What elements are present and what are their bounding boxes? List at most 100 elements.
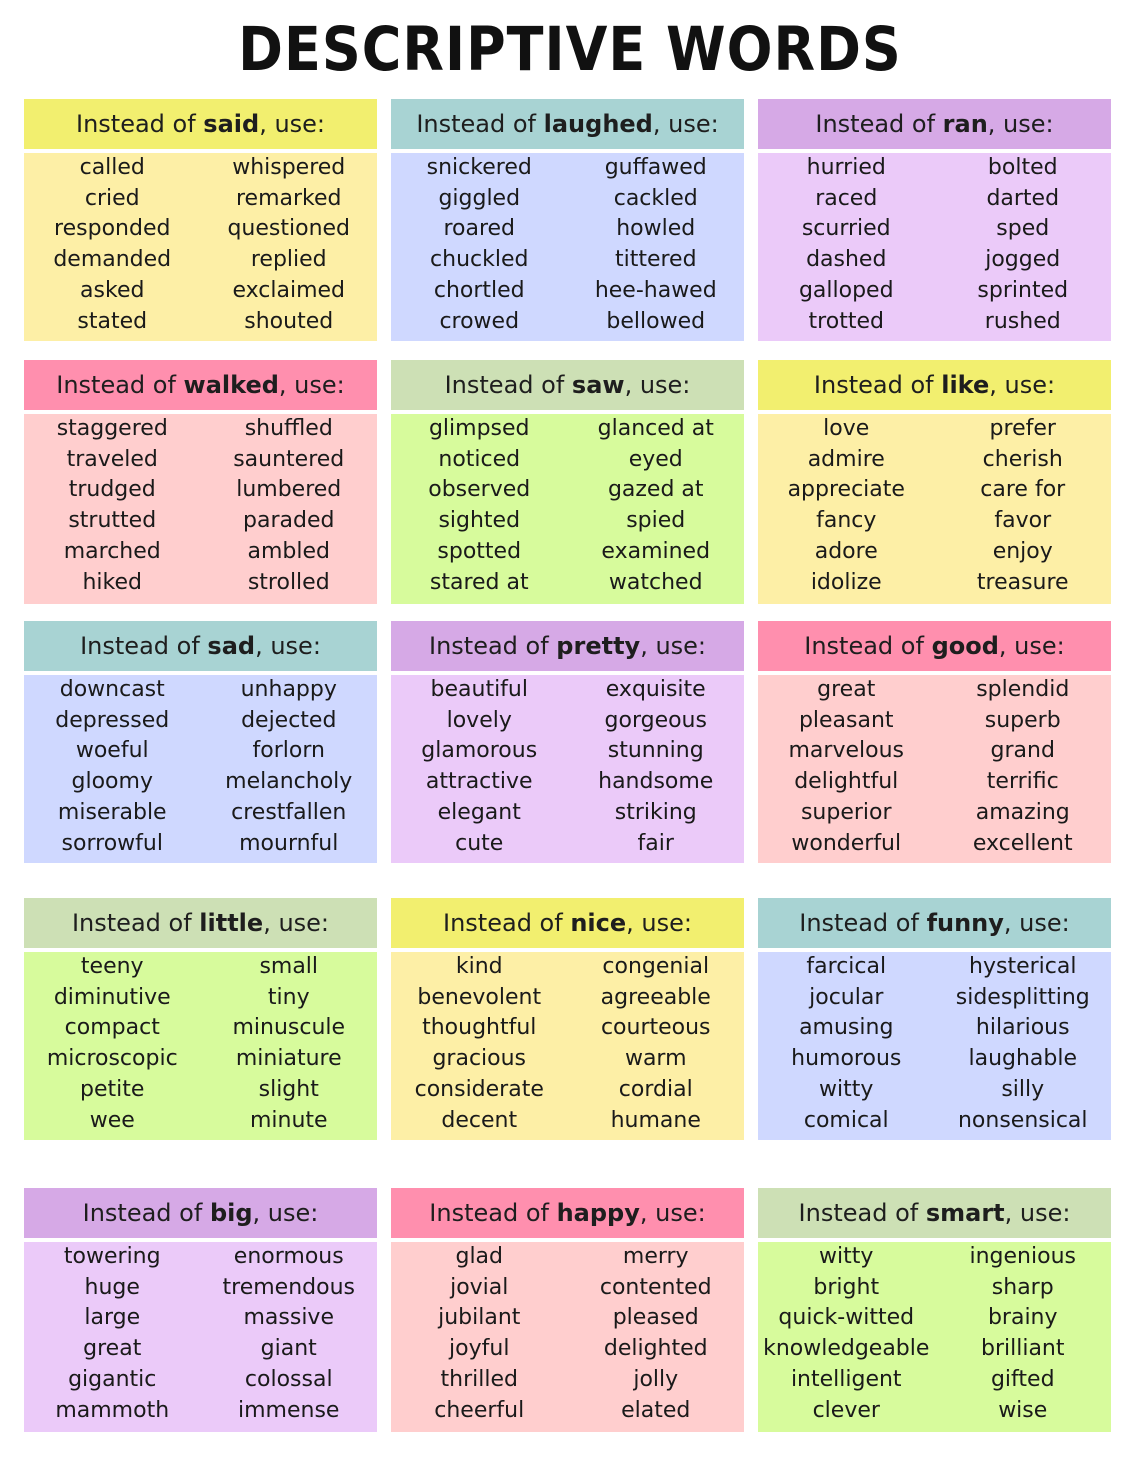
card-word-list: called cried responded demanded asked stated w… [24, 153, 377, 341]
word-item: thoughtful [422, 1015, 537, 1041]
word-item: gazed at [607, 477, 704, 503]
word-item: replied [250, 247, 327, 273]
word-item: farcical [806, 954, 887, 979]
word-item: care for [980, 477, 1066, 503]
word-item: dashed [806, 247, 887, 273]
right-word-column: merry contented pleased delighted jolly elate… [568, 1242, 745, 1432]
header-prefix: Instead of [799, 909, 927, 937]
word-item: minuscule [232, 1015, 346, 1041]
card-header: Instead of funny, use: [758, 898, 1111, 948]
word-item: hee-hawed [594, 277, 717, 303]
word-item: great [83, 1336, 142, 1362]
left-word-column: farcical jocular amusing humorous witty comic… [758, 952, 935, 1140]
word-item: great [817, 677, 876, 702]
word-item: noticed [438, 446, 521, 472]
word-item: staggered [56, 416, 168, 441]
word-item: hiked [82, 569, 142, 595]
word-item: superb [984, 707, 1061, 733]
card-header: Instead of walked, use: [24, 360, 377, 410]
header-suffix: , use: [639, 1199, 706, 1227]
word-item: guffawed [604, 155, 707, 180]
word-item: splendid [976, 677, 1070, 702]
word-item: thrilled [440, 1366, 518, 1392]
page-title: DESCRIPTIVE WORDS [238, 14, 902, 85]
header-keyword: happy [556, 1199, 640, 1227]
word-item: elegant [437, 799, 521, 825]
word-item: pleasant [798, 707, 894, 733]
right-word-column: guffawed cackled howled tittered hee-hawed be… [568, 153, 745, 341]
word-item: grand [990, 738, 1055, 764]
right-word-column: hysterical sidesplitting hilarious laughabl… [935, 952, 1112, 1140]
word-item: compact [64, 1015, 160, 1041]
word-item: benevolent [417, 984, 542, 1010]
word-item: crestfallen [231, 799, 347, 825]
word-item: galloped [798, 277, 894, 303]
right-word-column: small tiny minuscule miniature slight minute [201, 952, 378, 1140]
word-card-walked: Instead of walked, use: staggered traveled… [24, 360, 377, 604]
header-suffix: , use: [652, 110, 719, 138]
header-prefix: Instead of [804, 632, 932, 660]
word-item: chuckled [430, 247, 529, 273]
word-item: snickered [426, 155, 532, 180]
right-word-column: glanced at eyed gazed at spied examined watch… [568, 414, 745, 604]
word-item: brainy [987, 1305, 1058, 1331]
word-item: congenial [602, 954, 710, 979]
word-item: rushed [984, 308, 1061, 334]
word-item: fair [637, 830, 674, 856]
right-word-column: bolted darted sped jogged sprinted rushed [935, 153, 1112, 341]
card-word-list: glimpsed noticed observed sighted spotted sta… [391, 414, 744, 604]
word-card-saw: Instead of saw, use: glimpsed noticed obser… [391, 360, 744, 604]
word-item: warm [624, 1046, 687, 1072]
word-item: dejected [241, 707, 337, 733]
left-word-column: great pleasant marvelous delightful superior… [758, 675, 935, 863]
word-item: idolize [810, 569, 882, 595]
right-word-column: splendid superb grand terrific amazing excell… [935, 675, 1112, 863]
header-keyword: big [209, 1199, 253, 1227]
card-header: Instead of big, use: [24, 1188, 377, 1238]
word-item: exquisite [605, 677, 706, 702]
word-item: bright [813, 1274, 880, 1300]
word-item: glanced at [597, 416, 714, 441]
header-prefix: Instead of [82, 1199, 210, 1227]
header-suffix: , use: [626, 909, 692, 937]
card-word-list: towering huge large great gigantic mammoth eno… [24, 1242, 377, 1432]
header-prefix: Instead of [798, 1199, 926, 1227]
word-item: clever [812, 1397, 880, 1423]
header-keyword: like [941, 371, 990, 399]
word-item: jocular [809, 984, 884, 1010]
card-word-list: kind benevolent thoughtful gracious consider… [391, 952, 744, 1140]
word-item: kind [455, 954, 503, 979]
header-keyword: smart [925, 1199, 1005, 1227]
card-word-list: beautiful lovely glamorous attractive elegan… [391, 675, 744, 863]
word-item: laughable [968, 1046, 1078, 1072]
word-item: striking [614, 799, 697, 825]
word-item: strutted [68, 508, 157, 534]
word-item: microscopic [46, 1046, 178, 1072]
left-word-column: beautiful lovely glamorous attractive elegan… [391, 675, 568, 863]
word-item: admire [807, 446, 885, 472]
word-item: jogged [985, 247, 1061, 273]
left-word-column: witty bright quick-witted knowledgeable inte… [758, 1242, 935, 1432]
header-prefix: Instead of [813, 371, 942, 399]
header-suffix: , use: [989, 371, 1056, 399]
word-item: gigantic [68, 1366, 157, 1392]
word-item: sidesplitting [955, 984, 1090, 1010]
header-suffix: , use: [278, 371, 345, 399]
left-word-column: towering huge large great gigantic mammoth [24, 1242, 201, 1432]
word-item: remarked [235, 185, 342, 211]
word-card-funny: Instead of funny, use: farcical jocular amu… [758, 898, 1111, 1140]
word-item: delighted [603, 1336, 708, 1362]
header-keyword: nice [570, 909, 627, 937]
word-item: marvelous [788, 738, 905, 764]
word-item: depressed [55, 707, 170, 733]
word-item: raced [815, 185, 878, 211]
word-item: amazing [975, 799, 1070, 825]
word-item: amusing [799, 1015, 894, 1041]
word-item: prefer [989, 416, 1056, 441]
card-word-list: witty bright quick-witted knowledgeable inte… [758, 1242, 1111, 1432]
word-item: darted [986, 185, 1060, 211]
right-word-column: ingenious sharp brainy brilliant gifted wise [935, 1242, 1112, 1432]
word-item: responded [54, 216, 171, 242]
left-word-column: kind benevolent thoughtful gracious consider… [391, 952, 568, 1140]
word-item: jubilant [438, 1305, 521, 1331]
